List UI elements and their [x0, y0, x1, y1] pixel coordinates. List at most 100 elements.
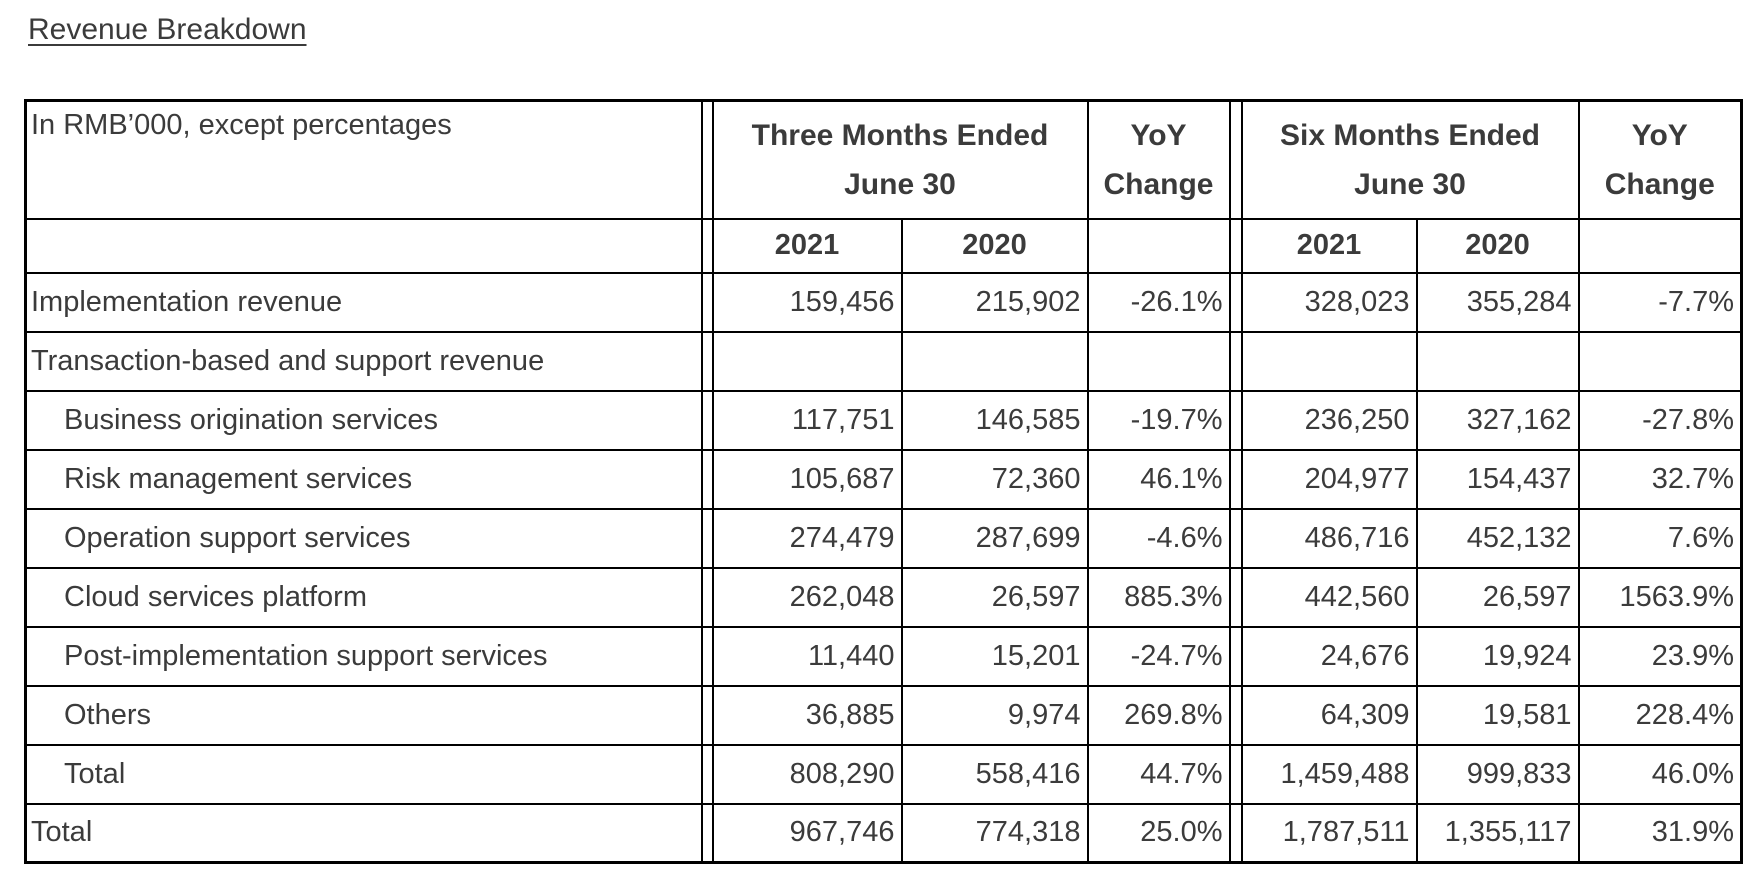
table-row: Risk management services 105,687 72,360 46.…: [24, 448, 1743, 510]
cell-value: 442,560: [1240, 566, 1418, 628]
column-gap: [700, 389, 714, 451]
cell-value: [1415, 330, 1580, 392]
column-gap: [1228, 99, 1243, 220]
col-group-line2: June 30: [844, 167, 956, 201]
cell-value: 1,787,511: [1240, 802, 1418, 864]
cell-value: 64,309: [1240, 684, 1418, 746]
col-group-line1: Six Months Ended: [1280, 118, 1541, 152]
table-body: Implementation revenue 159,456 215,902 -26.…: [24, 271, 1743, 864]
cell-value: 32.7%: [1577, 448, 1743, 510]
cell-value: 19,581: [1415, 684, 1580, 746]
col-yoy-line1: YoY: [1631, 118, 1688, 152]
empty-cell: [24, 217, 703, 274]
cell-value: 154,437: [1415, 448, 1580, 510]
row-label: Implementation revenue: [24, 271, 703, 333]
table-row: Operation support services 274,479 287,699…: [24, 507, 1743, 569]
cell-value: 23.9%: [1577, 625, 1743, 687]
cell-value: -7.7%: [1577, 271, 1743, 333]
cell-value: 26,597: [1415, 566, 1580, 628]
cell-value: [900, 330, 1089, 392]
table-row: Others 36,885 9,974 269.8% 64,309 19,581 228.4…: [24, 684, 1743, 746]
column-gap: [1228, 448, 1243, 510]
cell-value: 274,479: [711, 507, 903, 569]
year-header-h2021: 2021: [1240, 217, 1418, 274]
cell-value: 9,974: [900, 684, 1089, 746]
cell-value: 287,699: [900, 507, 1089, 569]
cell-value: 117,751: [711, 389, 903, 451]
cell-value: 967,746: [711, 802, 903, 864]
empty-cell: [1086, 217, 1231, 274]
column-gap: [700, 566, 714, 628]
row-label: Business origination services: [24, 389, 703, 451]
col-group-line1: Three Months Ended: [751, 118, 1049, 152]
column-gap: [700, 99, 714, 220]
cell-value: [711, 330, 903, 392]
row-label: Others: [24, 684, 703, 746]
row-label: Total: [24, 743, 703, 805]
row-label: Cloud services platform: [24, 566, 703, 628]
column-gap: [1228, 743, 1243, 805]
col-group-six-months: Six Months Ended June 30: [1240, 99, 1580, 220]
cell-value: [1577, 330, 1743, 392]
empty-cell: [1577, 217, 1743, 274]
unit-note: In RMB’000, except percentages: [24, 99, 703, 220]
table-row: Transaction-based and support revenue: [24, 330, 1743, 392]
cell-value: 31.9%: [1577, 802, 1743, 864]
table-row: Business origination services 117,751 146,…: [24, 389, 1743, 451]
col-group-three-months: Three Months Ended June 30: [711, 99, 1089, 220]
cell-value: 262,048: [711, 566, 903, 628]
row-label: Total: [24, 802, 703, 864]
cell-value: 146,585: [900, 389, 1089, 451]
year-header-q2020: 2020: [900, 217, 1089, 274]
col-yoy-line2: Change: [1103, 167, 1214, 201]
cell-value: -26.1%: [1086, 271, 1231, 333]
cell-value: 36,885: [711, 684, 903, 746]
column-gap: [1228, 271, 1243, 333]
column-gap: [1228, 217, 1243, 274]
cell-value: 228.4%: [1577, 684, 1743, 746]
column-gap: [700, 271, 714, 333]
column-gap: [700, 743, 714, 805]
row-label: Risk management services: [24, 448, 703, 510]
cell-value: 159,456: [711, 271, 903, 333]
header-row-groups: In RMB’000, except percentages Three Mon…: [24, 99, 1743, 220]
col-yoy-line1: YoY: [1130, 118, 1187, 152]
col-group-line2: June 30: [1354, 167, 1466, 201]
column-gap: [1228, 684, 1243, 746]
column-gap: [1228, 330, 1243, 392]
row-label: Operation support services: [24, 507, 703, 569]
cell-value: 25.0%: [1086, 802, 1231, 864]
column-gap: [700, 507, 714, 569]
row-label: Transaction-based and support revenue: [24, 330, 703, 392]
cell-value: 1563.9%: [1577, 566, 1743, 628]
table-row: Implementation revenue 159,456 215,902 -26.…: [24, 271, 1743, 333]
cell-value: 7.6%: [1577, 507, 1743, 569]
cell-value: -27.8%: [1577, 389, 1743, 451]
column-gap: [700, 448, 714, 510]
page-title: Revenue Breakdown: [28, 13, 307, 46]
cell-value: 11,440: [711, 625, 903, 687]
cell-value: 999,833: [1415, 743, 1580, 805]
cell-value: 328,023: [1240, 271, 1418, 333]
column-gap: [1228, 802, 1243, 864]
year-header-q2021: 2021: [711, 217, 903, 274]
cell-value: -4.6%: [1086, 507, 1231, 569]
cell-value: 1,355,117: [1415, 802, 1580, 864]
year-header-h2020: 2020: [1415, 217, 1580, 274]
cell-value: 72,360: [900, 448, 1089, 510]
cell-value: 558,416: [900, 743, 1089, 805]
column-gap: [1228, 389, 1243, 451]
table-row: Total 808,290 558,416 44.7% 1,459,488 999,833…: [24, 743, 1743, 805]
cell-value: [1240, 330, 1418, 392]
cell-value: 885.3%: [1086, 566, 1231, 628]
cell-value: 236,250: [1240, 389, 1418, 451]
cell-value: 269.8%: [1086, 684, 1231, 746]
cell-value: -19.7%: [1086, 389, 1231, 451]
cell-value: 808,290: [711, 743, 903, 805]
cell-value: -24.7%: [1086, 625, 1231, 687]
column-gap: [700, 802, 714, 864]
col-yoy-line2: Change: [1604, 167, 1715, 201]
cell-value: 1,459,488: [1240, 743, 1418, 805]
cell-value: 105,687: [711, 448, 903, 510]
